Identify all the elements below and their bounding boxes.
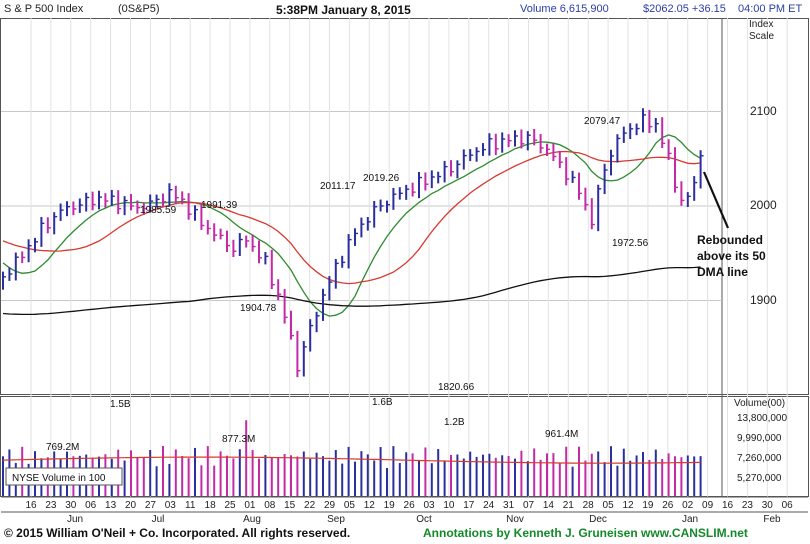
ma-10-week-line [2,150,701,285]
volume-tick-3: 7,260,000 [737,453,782,464]
volume-legend-box [5,467,123,486]
volume-average-line [2,456,701,464]
annotation-1991: 1991.39 [201,200,238,211]
x-day-tick: 14 [543,500,555,511]
time-readout: 04:00 PM ET [738,3,802,15]
x-day-tick: 31 [503,500,515,511]
ma-50-day-line [2,134,701,317]
x-day-tick: 13 [105,500,117,511]
x-day-tick: 22 [304,500,316,511]
index-scale-label-1: Index [749,19,773,30]
volume-annotation-877m: 877.3M [222,434,255,445]
x-day-tick: 10 [443,500,455,511]
note-arrow [702,171,730,229]
x-day-tick: 21 [563,500,575,511]
x-day-tick: 17 [463,500,475,511]
volume-annotation-961m: 961.4M [545,429,578,440]
x-day-tick: 12 [622,500,634,511]
x-day-tick: 16 [722,500,734,511]
x-axis: 16 23 30 06 13 20 27 03 11 18 25 01 08 15 22 29 05 12 19 26… [1,496,808,525]
x-month-label: Oct [416,514,432,525]
x-day-tick: 03 [423,500,435,511]
note-line-3: DMA line [697,265,748,279]
x-month-label: Sep [327,514,345,525]
annotation-2079: 2079.47 [584,116,621,127]
x-day-tick: 01 [244,500,256,511]
volume-readout: Volume 6,615,900 [520,3,609,15]
index-symbol: (0S&P5) [118,3,160,15]
x-month-label: Jun [67,514,83,525]
x-day-tick: 27 [145,500,157,511]
x-day-tick: 26 [662,500,674,511]
note-line-1: Rebounded [697,233,763,247]
volume-legend: NYSE Volume in 100 [12,473,106,484]
index-scale-label-2: Scale [749,31,774,42]
x-day-tick: 11 [185,500,196,511]
chart-timestamp: 5:38PM January 8, 2015 [276,3,411,17]
x-day-tick: 29 [324,500,336,511]
annotation-1972: 1972.56 [612,238,649,249]
x-day-tick: 05 [603,500,615,511]
x-month-label: Jan [682,514,698,525]
x-day-tick: 12 [364,500,376,511]
x-day-tick: 30 [65,500,77,511]
x-day-tick: 18 [205,500,217,511]
annotation-1820: 1820.66 [438,382,475,393]
footer-copyright: © 2015 William O'Neil + Co. Incorporated… [4,526,350,540]
note-line-2: above its 50 [697,249,766,263]
volume-tick-1: 13,800,000 [737,413,787,424]
x-month-label: Aug [243,514,261,525]
volume-panel-frame [0,396,809,497]
volume-annotation-1-6b: 1.6B [372,397,393,408]
x-day-tick: 15 [284,500,296,511]
x-day-tick: 25 [224,500,236,511]
x-day-tick: 03 [165,500,177,511]
volume-annotation-1-5b: 1.5B [110,399,131,410]
x-month-label: Jul [152,514,165,525]
x-day-tick: 08 [264,500,276,511]
x-month-label: Feb [763,514,781,525]
x-day-tick: 20 [125,500,137,511]
volume-annotation-769m: 769.2M [46,442,79,453]
annotation-2011: 2011.17 [320,181,356,192]
volume-annotation-1-2b: 1.2B [444,417,465,428]
volume-tick-2: 9,990,000 [737,433,782,444]
volume-axis-title: Volume(00) [734,398,785,409]
x-day-tick: 06 [85,500,97,511]
grid [1,18,788,497]
price-tick-2000: 2000 [750,198,777,212]
price-tick-2100: 2100 [750,104,777,118]
x-day-tick: 19 [384,500,396,511]
x-month-label: Nov [506,514,524,525]
footer-annotations-credit: Annotations by Kenneth J. Gruneisen www.… [423,526,748,540]
annotation-2019: 2019.26 [363,173,400,184]
x-month-label: Dec [589,514,607,525]
x-day-tick: 24 [483,500,495,511]
annotation-1985: 1985.59 [140,205,177,216]
x-day-tick: 23 [742,500,754,511]
x-day-tick: 28 [583,500,595,511]
x-day-tick: 09 [702,500,714,511]
x-day-tick: 02 [682,500,694,511]
index-title: S & P 500 Index [4,3,84,15]
x-day-tick: 07 [523,500,535,511]
x-day-tick: 30 [762,500,774,511]
moving-average-lines [2,134,701,317]
volume-tick-4: 5,270,000 [737,473,782,484]
annotation-1904: 1904.78 [240,303,277,314]
x-day-tick: 16 [25,500,37,511]
x-day-tick: 06 [782,500,794,511]
price-readout: $2062.05 +36.15 [643,3,726,15]
x-day-tick: 19 [642,500,654,511]
price-bars [2,108,704,378]
x-day-tick: 05 [344,500,356,511]
x-day-tick: 26 [404,500,416,511]
x-day-tick: 23 [45,500,57,511]
price-tick-1900: 1900 [750,293,777,307]
ma-200-day-line [2,266,701,316]
